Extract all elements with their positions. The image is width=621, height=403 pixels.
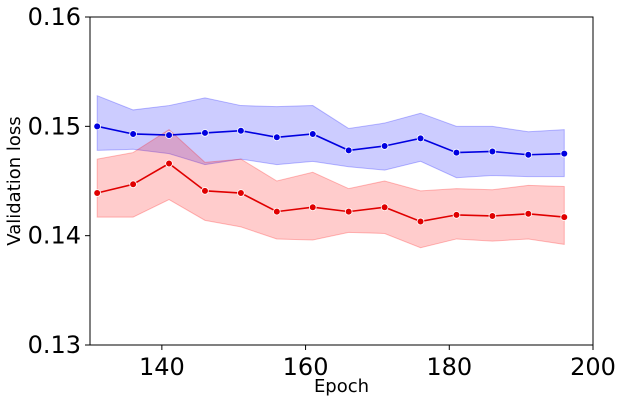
series-2-point (560, 213, 569, 221)
series-1-line (97, 125, 565, 156)
y-tick-label: 0.15 (28, 112, 81, 140)
series-2-point (93, 189, 101, 197)
series-1-point (273, 133, 281, 142)
series-1-point (129, 130, 137, 138)
series-markers (93, 122, 569, 226)
series-2-point (273, 207, 281, 216)
series-2-point (308, 203, 317, 212)
x-tick-label: 180 (426, 353, 472, 381)
series-2-point (129, 180, 137, 189)
series-2-line (96, 162, 565, 223)
series-2-point (237, 189, 245, 197)
series-1-point (201, 129, 209, 137)
series-1-point (344, 146, 353, 155)
y-tick-label: 0.14 (28, 222, 81, 250)
series-1-point (560, 149, 569, 158)
y-axis: 0.13 0.14 0.15 0.16 (28, 3, 90, 359)
series-1-point (237, 126, 245, 135)
plot-frame (89, 16, 594, 346)
x-tick-label: 160 (283, 353, 329, 381)
series-1-point (416, 134, 425, 143)
series-lines (96, 125, 565, 223)
series-1-point (380, 142, 389, 150)
series-1-point (165, 131, 173, 139)
confidence-bands (96, 94, 565, 249)
x-tick-label: 200 (570, 353, 616, 381)
x-axis: 140 160 180 200 (139, 345, 616, 381)
series-2-point (380, 203, 389, 212)
series-2-point (452, 211, 461, 219)
y-tick-label: 0.16 (28, 3, 81, 31)
x-tick-label: 140 (139, 353, 185, 381)
series-1-point (524, 150, 533, 159)
series-2-point (416, 217, 425, 226)
series-1-band (96, 94, 565, 179)
series-2-point (344, 207, 353, 216)
y-axis-title: Validation loss (4, 116, 25, 245)
series-2-point (165, 159, 173, 168)
series-2-band (96, 128, 565, 249)
series-1-point (308, 130, 317, 138)
series-2-point (524, 210, 533, 218)
x-axis-title: Epoch (314, 376, 369, 397)
y-tick-label: 0.13 (28, 331, 81, 359)
series-2-point (201, 187, 209, 195)
series-2-point (488, 212, 497, 220)
series-1-point (488, 147, 497, 156)
series-1-point (452, 148, 461, 157)
series-1-point (93, 122, 101, 131)
